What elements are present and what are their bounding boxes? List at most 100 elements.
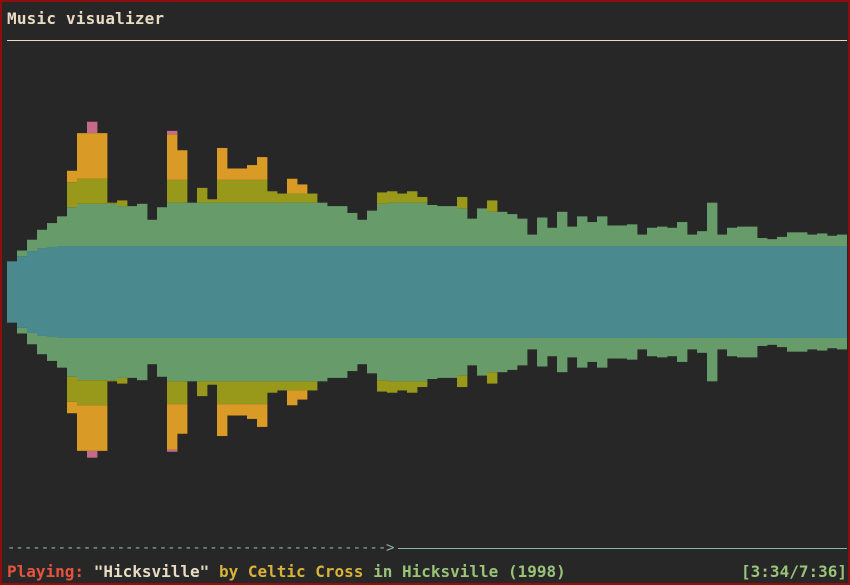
spectrum-bar-bass [727, 246, 738, 338]
spectrum-bar-mid-top [797, 232, 808, 246]
spectrum-bar-mid-top [17, 250, 28, 257]
spectrum-bar-mid-top [57, 216, 68, 246]
spectrum-bar-peak-bottom [167, 449, 178, 452]
spectrum-bar-upper-top [67, 182, 78, 208]
spectrum-bar-upper-bottom [307, 381, 318, 391]
spectrum-bar-high-top [297, 184, 308, 194]
spectrum-bar-mid-top [507, 214, 518, 246]
spectrum-bar-mid-bottom [647, 338, 658, 357]
spectrum-bar-upper-top [417, 196, 428, 203]
spectrum-bar-mid-top [817, 233, 828, 246]
spectrum-bar-mid-top [167, 202, 178, 246]
spectrum-bar-mid-bottom [427, 338, 438, 380]
spectrum-bar-mid-top [637, 234, 648, 246]
spectrum-bar-bass [167, 246, 178, 338]
spectrum-bar-mid-top [717, 234, 728, 246]
spectrum-bar-mid-top [587, 222, 598, 246]
spectrum-bar-bass [557, 246, 568, 338]
spectrum-bar-mid-top [217, 202, 228, 246]
spectrum-bar-mid-top [437, 206, 448, 246]
spectrum-bar-mid-top [427, 204, 438, 246]
spectrum-bar-high-bottom [227, 404, 238, 416]
spectrum-bar-mid-top [757, 238, 768, 246]
spectrum-bar-mid-top [387, 202, 398, 246]
playback-progress-bar[interactable]: ----------------------------------------… [7, 540, 847, 556]
status-bar: Playing: "Hicksville" by Celtic Cross in… [7, 562, 847, 582]
spectrum-bar-mid-bottom [727, 338, 738, 357]
spectrum-bar-bass [127, 246, 138, 338]
spectrum-bar-mid-bottom [817, 338, 828, 351]
spectrum-bar-mid-bottom [717, 338, 728, 350]
spectrum-bar-mid-bottom [57, 338, 68, 368]
spectrum-bar-bass [527, 246, 538, 338]
spectrum-bar-high-bottom [87, 405, 98, 451]
spectrum-bar-mid-bottom [617, 338, 628, 359]
spectrum-bar-mid-bottom [127, 338, 138, 378]
spectrum-bar-bass [17, 256, 28, 328]
spectrum-bar-mid-bottom [557, 338, 568, 373]
spectrum-bar-mid-bottom [297, 338, 308, 382]
title-divider [7, 40, 847, 41]
spectrum-bar-bass [707, 246, 718, 338]
spectrum-bar-bass [207, 246, 218, 338]
spectrum-bar-mid-bottom [777, 338, 788, 348]
spectrum-bar-mid-bottom [367, 338, 378, 374]
spectrum-bar-high-bottom [97, 405, 108, 451]
spectrum-bar-mid-bottom [237, 338, 248, 382]
spectrum-bar-mid-top [147, 219, 158, 246]
by-word: by [218, 562, 239, 581]
spectrum-bar-mid-bottom [317, 338, 328, 382]
spectrum-bar-bass [7, 261, 18, 323]
spectrum-bar-mid-bottom [417, 338, 428, 382]
spectrum-bar-bass [747, 246, 758, 338]
spectrum-bar-mid-top [467, 218, 478, 246]
spectrum-bar-bass [507, 246, 518, 338]
spectrum-bar-mid-top [607, 225, 618, 246]
spectrum-bar-bass [837, 246, 847, 338]
spectrum-bar-bass [267, 246, 278, 338]
spectrum-bar-bass [57, 246, 68, 338]
spectrum-bar-high-bottom [297, 390, 308, 400]
spectrum-bar-bass [687, 246, 698, 338]
spectrum-bar-high-bottom [287, 390, 298, 406]
spectrum-bar-mid-bottom [397, 338, 408, 382]
spectrum-bar-mid-bottom [667, 338, 678, 357]
spectrum-bar-mid-bottom [517, 338, 528, 366]
spectrum-bar-upper-top [397, 193, 408, 203]
album-name: Hicksville [401, 562, 499, 581]
spectrum-bar-bass [317, 246, 328, 338]
spectrum-bar-bass [337, 246, 348, 338]
spectrum-bar-upper-bottom [227, 381, 238, 405]
spectrum-bar-bass [827, 246, 838, 338]
spectrum-bar-high-bottom [237, 404, 248, 416]
spectrum-bar-mid-top [107, 203, 118, 246]
spectrum-bar-mid-top [227, 202, 238, 246]
spectrum-bar-mid-bottom [827, 338, 838, 349]
spectrum-bar-bass [297, 246, 308, 338]
spectrum-bar-high-top [287, 178, 298, 194]
spectrum-bar-bass [537, 246, 548, 338]
spectrum-bar-upper-top [287, 193, 298, 203]
spectrum-bar-bass [517, 246, 528, 338]
spectrum-bar-mid-bottom [577, 338, 588, 368]
spectrum-bar-upper-bottom [457, 375, 468, 388]
spectrum-bar-bass [787, 246, 798, 338]
spectrum-bar-bass [427, 246, 438, 338]
spectrum-bar-high-top [217, 147, 228, 180]
spectrum-bar-bass [587, 246, 598, 338]
spectrum-bar-mid-top [417, 202, 428, 246]
spectrum-bar-bass [597, 246, 608, 338]
spectrum-bar-mid-bottom [637, 338, 648, 350]
spectrum-bar-mid-bottom [157, 338, 168, 377]
spectrum-bar-bass [197, 246, 208, 338]
spectrum-bar-mid-bottom [357, 338, 368, 365]
spectrum-bar-mid-bottom [697, 338, 708, 353]
spectrum-bar-mid-top [267, 202, 278, 246]
spectrum-bar-bass [137, 246, 148, 338]
spectrum-bar-bass [27, 251, 38, 333]
spectrum-bar-high-bottom [257, 404, 268, 427]
spectrum-bar-bass [87, 246, 98, 338]
spectrum-bar-high-bottom [77, 405, 88, 451]
spectrum-bar-mid-top [247, 202, 258, 246]
spectrum-bar-mid-bottom [97, 338, 108, 381]
